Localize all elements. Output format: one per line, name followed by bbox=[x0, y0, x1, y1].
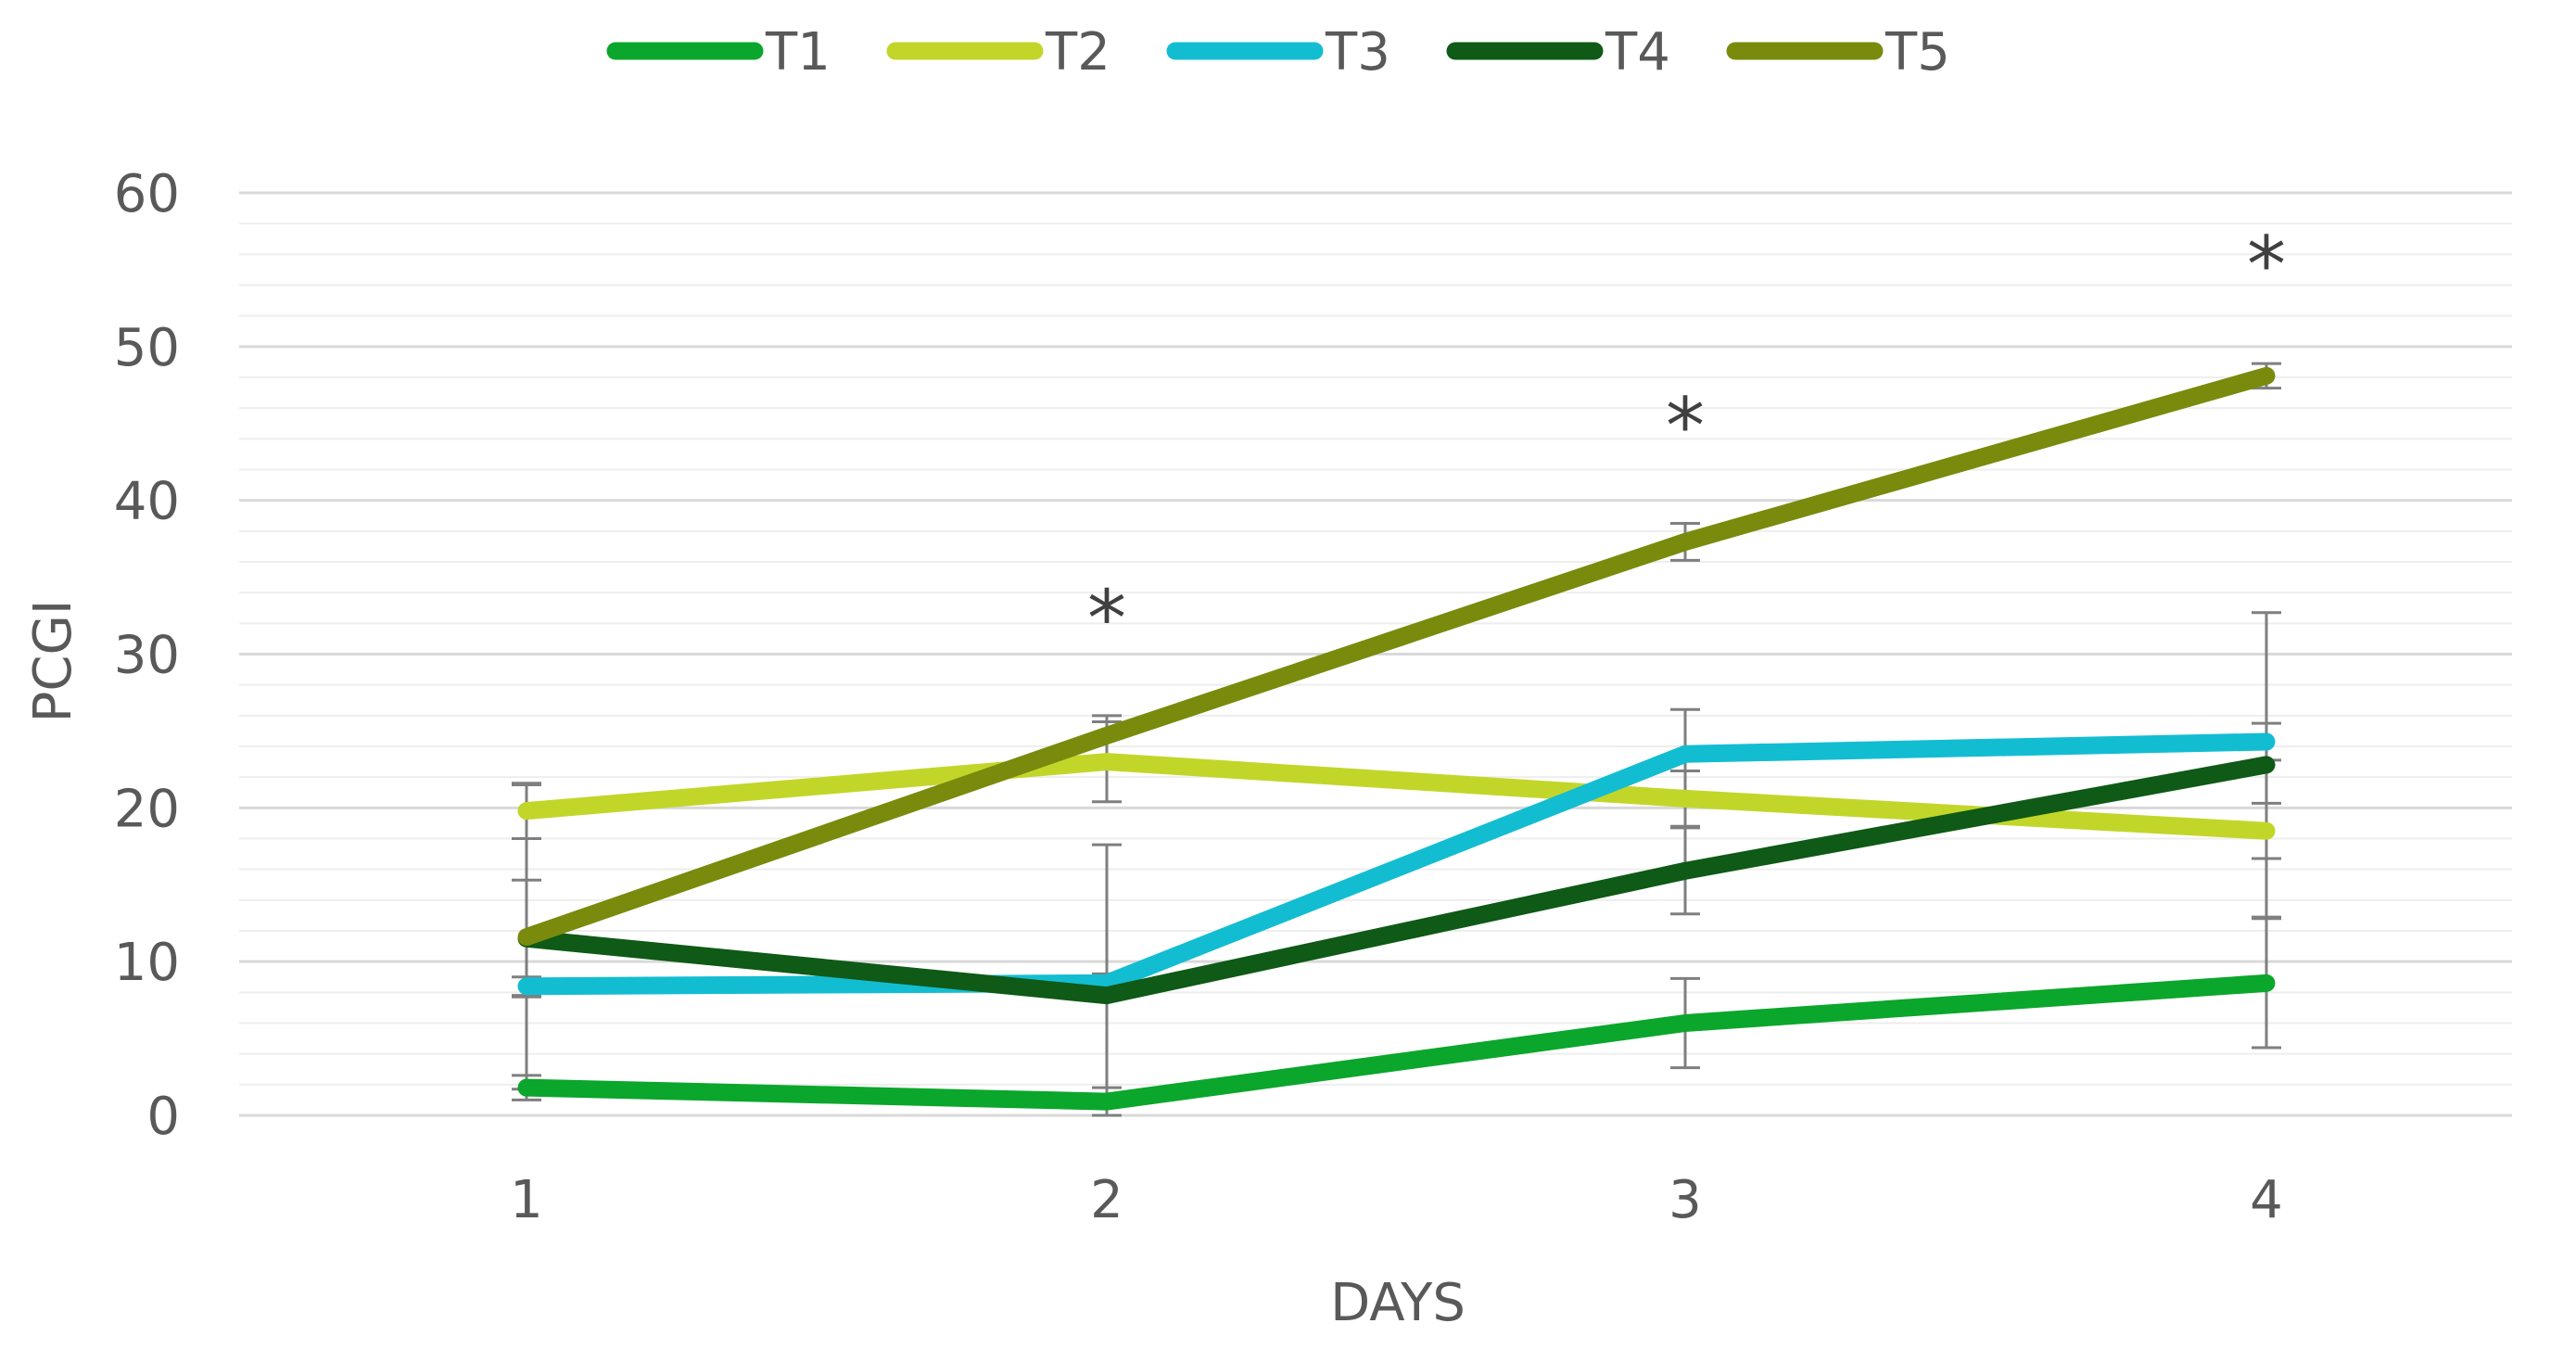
y-tick-label: 40 bbox=[114, 472, 180, 532]
y-axis-ticks: 0 10 20 30 40 50 60 bbox=[114, 164, 180, 1147]
y-tick-label: 20 bbox=[114, 779, 180, 839]
y-tick-label: 10 bbox=[114, 933, 180, 993]
x-tick-label: 1 bbox=[510, 1170, 543, 1230]
legend-label: T4 bbox=[1605, 22, 1670, 83]
significance-markers: * * * bbox=[1087, 219, 2286, 663]
x-tick-label: 3 bbox=[1669, 1170, 1702, 1230]
x-axis-title: DAYS bbox=[1330, 1273, 1466, 1333]
legend-label: T1 bbox=[765, 22, 831, 83]
legend-item: T3 bbox=[1166, 22, 1390, 83]
legend-item: T5 bbox=[1726, 22, 1950, 83]
legend-label: T3 bbox=[1325, 22, 1390, 83]
y-tick-label: 0 bbox=[146, 1087, 180, 1147]
legend: T1 T2 T3 T4 T5 bbox=[606, 22, 1950, 83]
legend-item: T2 bbox=[886, 22, 1110, 83]
x-axis-ticks: 1 2 3 4 bbox=[510, 1170, 2283, 1230]
significance-asterisk: * bbox=[1666, 380, 1705, 471]
series-line-t5 bbox=[517, 366, 2276, 947]
series-line-t4 bbox=[517, 756, 2276, 1005]
significance-asterisk: * bbox=[2247, 219, 2286, 310]
series-line-t1 bbox=[517, 974, 2276, 1111]
x-tick-label: 4 bbox=[2250, 1170, 2283, 1230]
series-lines bbox=[517, 366, 2276, 1111]
y-tick-label: 30 bbox=[114, 626, 180, 686]
significance-asterisk: * bbox=[1087, 573, 1126, 664]
x-tick-label: 2 bbox=[1090, 1170, 1123, 1230]
y-axis-title: PCGI bbox=[23, 600, 83, 723]
series-line-t3 bbox=[517, 732, 2276, 996]
legend-item: T1 bbox=[606, 22, 831, 83]
legend-label: T2 bbox=[1045, 22, 1110, 83]
legend-label: T5 bbox=[1884, 22, 1950, 83]
y-tick-label: 50 bbox=[114, 318, 180, 378]
y-tick-label: 60 bbox=[114, 164, 180, 224]
legend-item: T4 bbox=[1446, 22, 1670, 83]
